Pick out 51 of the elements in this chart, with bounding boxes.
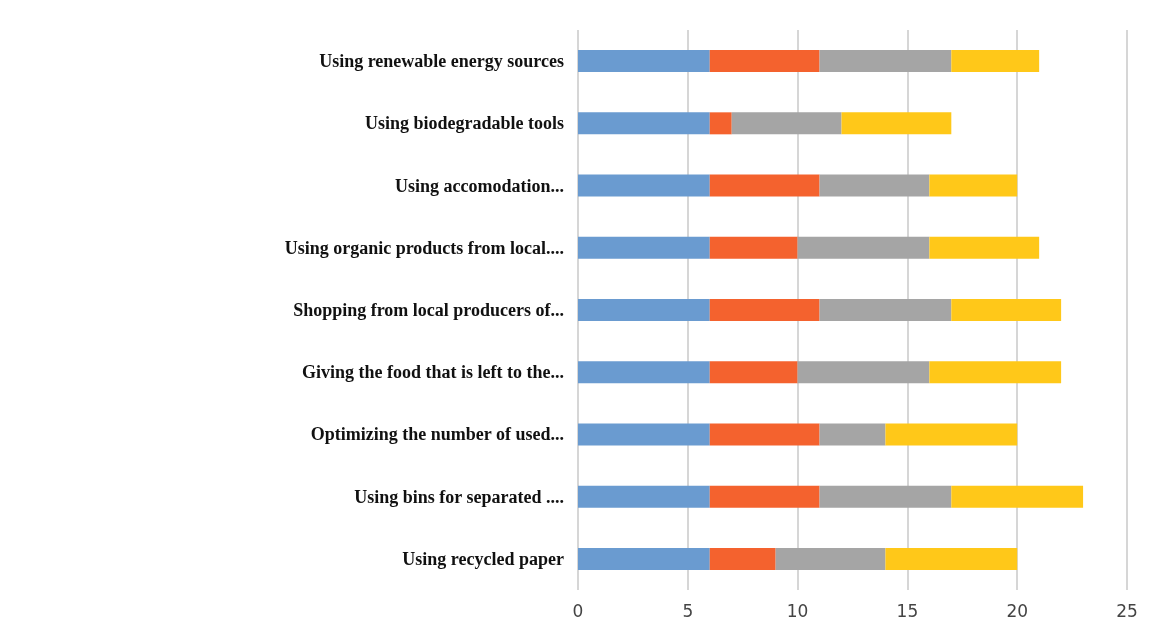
x-tick-label: 25	[1116, 600, 1138, 621]
bar	[578, 299, 710, 321]
bar	[819, 485, 952, 508]
bar	[709, 236, 798, 259]
bar	[951, 299, 1062, 321]
bar	[929, 361, 1062, 384]
bar	[578, 547, 710, 570]
bar	[819, 423, 886, 446]
y-tick-label: Optimizing the number of used...	[310, 424, 564, 445]
x-tick-label: 10	[786, 600, 809, 621]
bar	[709, 485, 820, 508]
bar	[775, 547, 886, 570]
bar	[929, 174, 1018, 197]
bar	[578, 485, 710, 508]
bar	[797, 361, 930, 384]
bar	[819, 174, 930, 197]
bar	[709, 547, 776, 570]
bar	[578, 361, 710, 384]
bar	[709, 299, 820, 321]
bar	[731, 112, 842, 135]
bar	[819, 50, 952, 73]
bar	[951, 50, 1040, 73]
bar	[885, 547, 1018, 570]
x-tick-label: 0	[572, 600, 584, 621]
bar	[709, 361, 798, 384]
y-tick-label: Using biodegradable tools	[364, 113, 564, 134]
bar	[578, 236, 710, 259]
bar	[709, 50, 820, 73]
bar	[709, 423, 820, 446]
bar	[797, 236, 930, 259]
y-tick-label: Using renewable energy sources	[319, 51, 564, 72]
bar	[929, 236, 1040, 259]
y-tick-label: Using accomodation...	[394, 175, 564, 196]
y-tick-label: Using bins for separated ....	[354, 486, 564, 507]
bar	[819, 299, 952, 321]
y-tick-label: Giving the food that is left to the...	[302, 362, 564, 383]
x-tick-label: 5	[682, 600, 694, 621]
x-tick-label: 20	[1006, 600, 1029, 621]
y-tick-label: Using recycled paper	[402, 548, 564, 569]
bar	[885, 423, 1018, 446]
bar	[578, 423, 710, 446]
bar	[578, 112, 710, 135]
bar	[841, 112, 952, 135]
y-tick-label: Using organic products from local....	[284, 237, 564, 258]
bar	[578, 50, 710, 73]
bar	[709, 112, 732, 135]
x-tick-label: 15	[896, 600, 919, 621]
y-tick-label: Shopping from local producers of...	[293, 300, 564, 320]
bar	[951, 485, 1084, 508]
bar	[709, 174, 820, 197]
bar	[578, 174, 710, 197]
